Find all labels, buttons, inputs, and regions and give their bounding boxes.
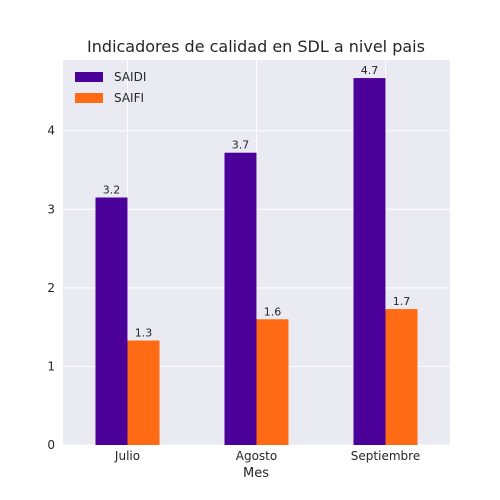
bar-value-label: 1.6	[264, 305, 282, 318]
bar-saifi-septiembre	[385, 309, 418, 445]
bar-value-label: 4.7	[361, 64, 379, 77]
y-tick-label: 4	[47, 124, 55, 138]
bar-saifi-agosto	[256, 319, 289, 445]
bar-value-label: 1.3	[135, 327, 153, 340]
bar-saidi-septiembre	[353, 78, 386, 446]
chart-title: Indicadores de calidad en SDL a nivel pa…	[87, 37, 425, 56]
bar-saidi-agosto	[224, 152, 257, 445]
bar-saidi-julio	[95, 197, 128, 445]
y-tick-label: 1	[47, 359, 55, 373]
legend-swatch	[75, 93, 103, 103]
legend: SAIDI SAIFI	[75, 70, 146, 105]
x-tick-label: Julio	[114, 449, 140, 463]
x-tick-label: Agosto	[236, 449, 277, 463]
bar-value-label: 3.2	[103, 184, 121, 197]
x-axis-label: Mes	[243, 466, 269, 481]
bars	[95, 78, 418, 446]
legend-label: SAIFI	[114, 91, 144, 105]
bar-saifi-julio	[127, 340, 160, 445]
y-tick-label: 0	[47, 438, 55, 452]
x-axis-ticks: Julio Agosto Septiembre	[114, 449, 420, 463]
y-tick-label: 3	[47, 202, 55, 216]
legend-label: SAIDI	[114, 70, 146, 84]
bar-value-label: 1.7	[393, 295, 411, 308]
y-tick-label: 2	[47, 281, 55, 295]
x-tick-label: Septiembre	[351, 449, 420, 463]
y-axis-ticks: 0 1 2 3 4	[47, 124, 55, 452]
legend-swatch	[75, 72, 103, 82]
bar-value-labels: 3.2 3.7 4.7 1.3 1.6 1.7	[103, 64, 411, 339]
bar-value-label: 3.7	[232, 139, 250, 152]
